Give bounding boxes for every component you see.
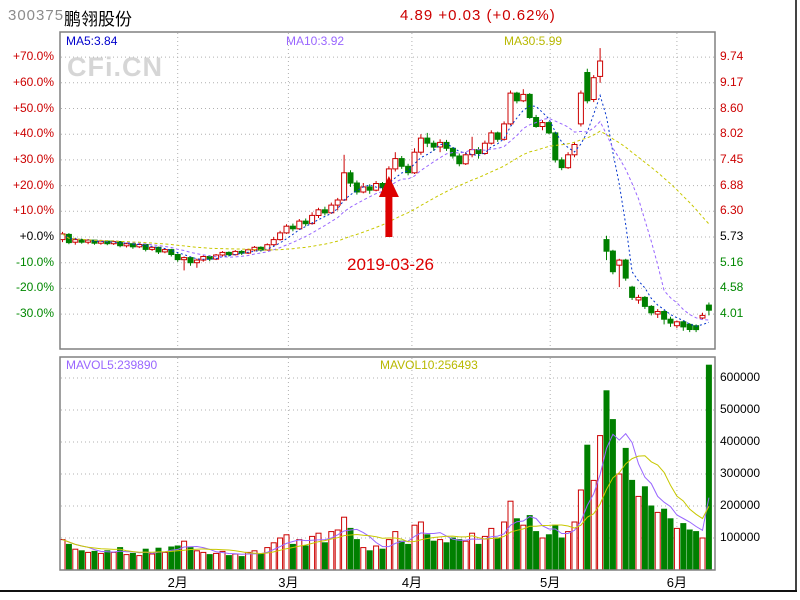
price-right-axis-label: 9.74	[720, 49, 744, 64]
month-axis-label: 3月	[278, 575, 299, 590]
price-left-axis-label: +10.0%	[12, 203, 54, 218]
price-right-axis-label: 4.01	[720, 306, 744, 321]
price-left-axis-label: -20.0%	[15, 280, 54, 295]
volume-gridlines	[61, 377, 714, 539]
stock-code: 300375	[8, 7, 65, 24]
stock-name: 鹏翎股份	[64, 10, 132, 29]
price-right-axis-label: 6.88	[720, 177, 744, 192]
ma-legend-label: MA30:5.99	[504, 34, 563, 48]
price-right-axis-label: 4.58	[720, 280, 744, 295]
price-left-axis-label: +20.0%	[12, 177, 54, 192]
mavol10-line	[62, 455, 710, 555]
volume-axis-label: 500000	[720, 402, 761, 416]
volume-axis-label: 300000	[720, 466, 761, 480]
price-left-axis-label: +30.0%	[12, 151, 54, 166]
volume-axis-label: 400000	[720, 434, 761, 448]
month-axis-label: 5月	[540, 575, 561, 590]
price-left-axis-label: +60.0%	[12, 74, 54, 89]
price-left-axis-label: -30.0%	[15, 306, 54, 321]
ma-legend-label: MA10:3.92	[286, 34, 345, 48]
annotation-arrow	[378, 176, 399, 237]
price-left-axis-label: +70.0%	[12, 49, 54, 64]
price-right-axis-label: 9.17	[720, 74, 744, 89]
price-right-axis-label: 5.73	[720, 229, 744, 243]
price-right-axis-label: 5.16	[720, 254, 744, 269]
volume-axis-label: 200000	[720, 498, 761, 512]
month-axis-label: 2月	[167, 575, 188, 590]
price-right-axis-label: 6.30	[720, 203, 744, 218]
panel-borders	[59, 31, 716, 571]
month-axis-label: 4月	[401, 575, 423, 590]
stock-quote: 4.89 +0.03 (+0.62%)	[400, 7, 556, 24]
price-left-axis-label: +0.0%	[19, 229, 54, 243]
price-right-axis-label: 7.45	[720, 151, 744, 166]
volume-axis-label: 600000	[720, 370, 761, 384]
mavol-legend-label: MAVOL5:239890	[66, 358, 158, 372]
watermark-logo: CFi.CN	[67, 52, 163, 82]
price-left-axis-label: +40.0%	[12, 126, 54, 141]
price-right-axis-label: 8.60	[720, 100, 744, 115]
month-axis-label: 6月	[666, 575, 687, 590]
price-left-axis-label: +50.0%	[12, 100, 54, 115]
price-gridlines	[61, 56, 714, 315]
month-gridlines	[177, 33, 678, 569]
candlesticks-and-volume	[59, 48, 712, 571]
price-left-axis-label: -10.0%	[15, 254, 54, 269]
mavol5-line	[62, 432, 710, 555]
price-right-axis-label: 8.02	[720, 126, 744, 141]
annotation-date: 2019-03-26	[347, 255, 434, 274]
ma-legend-label: MA5:3.84	[66, 34, 118, 48]
mavol-legend-label: MAVOL10:256493	[380, 358, 478, 372]
volume-axis-label: 100000	[720, 530, 761, 544]
